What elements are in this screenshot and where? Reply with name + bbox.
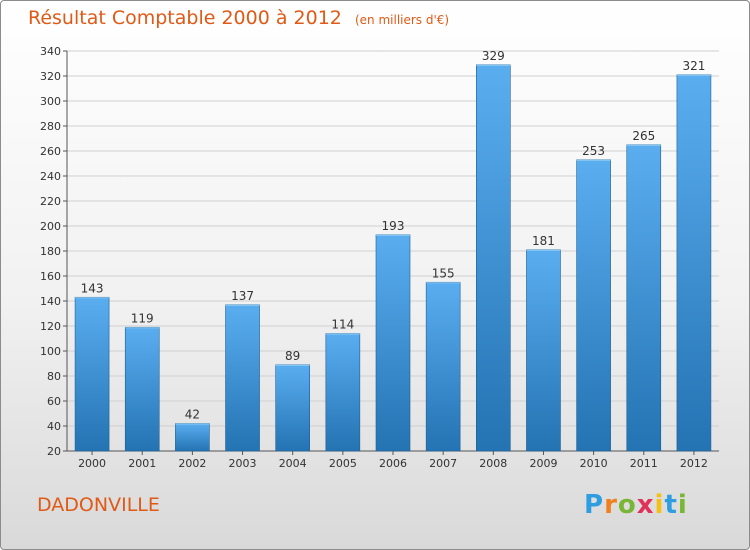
chart-title: Résultat Comptable 2000 à 2012 [28,7,342,29]
y-tick-label: 280 [40,120,61,133]
y-tick-label: 140 [40,295,61,308]
y-tick-label: 240 [40,170,61,183]
bar [225,304,260,452]
data-label: 114 [331,318,354,332]
x-tick-label: 2008 [479,457,507,470]
data-label: 137 [231,289,254,303]
data-label: 193 [382,219,405,233]
logo-letter: o [617,490,637,520]
y-tick-label: 120 [40,320,61,333]
chart-subtitle: (en milliers d'€) [354,13,450,27]
data-label: 253 [582,144,605,158]
data-label: 155 [432,266,455,280]
bar [576,159,611,452]
y-tick-label: 60 [47,395,61,408]
data-label: 265 [632,129,655,143]
y-tick-label: 40 [47,420,61,433]
y-tick-label: 200 [40,220,61,233]
logo-letter: P [584,490,605,520]
logo-letter: t [664,490,678,520]
y-tick-label: 180 [40,245,61,258]
labels: 20 40 60 80 100 120 140 160 180 200 220 240 260 280 30… [40,45,708,470]
bar [676,74,712,452]
logo-letter: x [636,490,655,520]
x-tick-label: 2003 [229,457,257,470]
data-label: 181 [532,234,555,248]
bar [175,423,210,452]
x-tick-label: 2010 [580,457,608,470]
x-tick-label: 2004 [279,457,307,470]
logo-letter: i [654,490,665,520]
bar [124,326,160,452]
bar [375,234,411,452]
logo-letter: i [677,490,688,520]
data-label: 119 [131,311,154,325]
y-tick-label: 340 [40,45,61,58]
chart-title-block: Résultat Comptable 2000 à 2012 (en milli… [28,7,449,29]
x-tick-label: 2007 [429,457,457,470]
logo-letter: r [604,490,618,520]
data-label: 321 [682,59,705,73]
x-tick-label: 2006 [379,457,407,470]
data-label: 143 [81,281,104,295]
y-tick-label: 260 [40,145,61,158]
y-tick-label: 160 [40,270,61,283]
x-tick-label: 2001 [128,457,156,470]
data-label: 329 [482,49,505,63]
bar [526,249,561,452]
bar [275,364,310,452]
commune-name: DADONVILLE [37,494,160,516]
y-tick-label: 300 [40,95,61,108]
data-label: 89 [285,349,300,363]
bar [425,281,461,452]
y-tick-label: 220 [40,195,61,208]
data-label: 42 [185,408,200,422]
x-tick-label: 2000 [78,457,106,470]
y-tick-label: 80 [47,370,61,383]
y-tick-label: 100 [40,345,61,358]
bar [74,296,110,452]
bars [74,64,712,452]
bar [476,64,511,452]
y-tick-label: 20 [47,445,61,458]
x-tick-label: 2002 [178,457,206,470]
x-tick-label: 2011 [630,457,658,470]
x-tick-label: 2012 [680,457,708,470]
bar [325,333,361,452]
x-tick-label: 2009 [529,457,557,470]
bar [626,144,662,452]
y-tick-label: 320 [40,70,61,83]
proxiti-logo: Proxiti [584,490,688,520]
x-tick-label: 2005 [329,457,357,470]
